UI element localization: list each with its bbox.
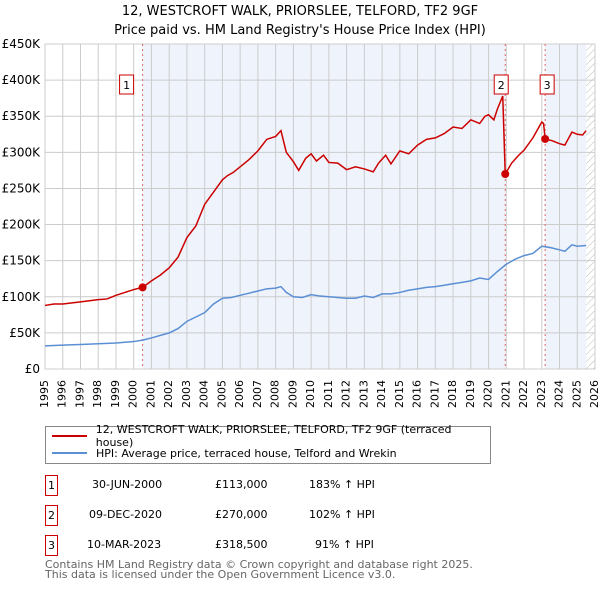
legend-item-hpi: HPI: Average price, terraced house, Telf… [52, 444, 397, 462]
x-tick-label: 1997 [73, 380, 86, 408]
marker-badge: 3 [45, 535, 58, 556]
x-tick-label: 2023 [535, 380, 548, 408]
x-tick-label: 1996 [56, 380, 69, 408]
legend-label: HPI: Average price, terraced house, Telf… [96, 446, 397, 460]
marker-label: 3 [544, 79, 551, 92]
transaction-row: 1 30-JUN-2000 £113,000 183% ↑ HPI [45, 475, 445, 497]
date: 30-JUN-2000 [92, 478, 163, 491]
marker-badge: 2 [45, 505, 58, 526]
y-tick-label: £400K [2, 73, 42, 87]
x-tick-label: 2012 [340, 380, 353, 408]
y-tick-label: £200K [2, 218, 42, 232]
marker-label-box [493, 74, 509, 95]
x-tick-label: 2002 [162, 380, 175, 408]
sale-point [541, 134, 550, 143]
series-line [44, 243, 587, 347]
x-tick-label: 2020 [482, 380, 495, 408]
y-tick-label: £450K [2, 37, 42, 51]
footer-line: This data is licensed under the Open Gov… [45, 568, 396, 581]
x-tick-label: 2001 [144, 380, 157, 408]
hpi-change: 102% ↑ HPI [309, 508, 375, 521]
title-line-2: Price paid vs. HM Land Registry's House … [114, 23, 486, 38]
x-tick-label: 2008 [269, 380, 282, 408]
x-tick-label: 2014 [375, 380, 388, 408]
y-tick-label: £0 [25, 362, 40, 376]
price-chart: 1995 1996 1997 1998 1999 2000 2001 2002 2003 2004… [2, 37, 600, 408]
x-tick-label: 2017 [428, 380, 441, 408]
x-tick-label: 2018 [446, 380, 459, 408]
date: 10-MAR-2023 [87, 538, 162, 551]
marker-label: 2 [498, 79, 505, 92]
legend-label: 12, WESTCROFT WALK, PRIORSLEE, TELFORD, … [95, 423, 452, 449]
price: £318,500 [215, 538, 268, 551]
footer: Contains HM Land Registry data © Crown c… [45, 558, 473, 581]
x-tick-label: 2010 [304, 380, 317, 408]
marker-badge: 1 [45, 475, 58, 496]
x-tick-label: 2025 [570, 380, 583, 408]
red-line-swatch [52, 435, 87, 437]
series-line [44, 95, 587, 307]
date: 09-DEC-2020 [89, 508, 163, 521]
x-tick-label: 2024 [553, 380, 566, 408]
plot-frame [44, 43, 596, 370]
x-tick-label: 2005 [215, 380, 228, 408]
x-tick-label: 2011 [322, 380, 335, 408]
marker-label-box [539, 74, 555, 95]
sale-point [501, 170, 510, 178]
x-tick-label: 1998 [91, 380, 104, 408]
marker-label-box [119, 74, 135, 95]
y-tick-label: £350K [2, 109, 42, 123]
x-tick-label: 2021 [499, 380, 512, 408]
price: £113,000 [215, 478, 268, 491]
sale-point [138, 283, 147, 292]
legend-item-property: 12, WESTCROFT WALK, PRIORSLEE, TELFORD, … [52, 423, 490, 449]
legend: 12, WESTCROFT WALK, PRIORSLEE, TELFORD, … [45, 423, 491, 464]
y-tick-label: £150K [2, 254, 42, 268]
price: £270,000 [215, 508, 268, 521]
forecast-hatch [586, 44, 595, 369]
y-tick-label: £100K [2, 290, 42, 304]
x-tick-label: 2000 [127, 380, 140, 408]
y-tick-label: £250K [2, 181, 42, 195]
x-tick-label: 1995 [38, 380, 51, 408]
x-tick-label: 2026 [588, 380, 600, 408]
y-tick-label: £300K [2, 145, 42, 159]
transaction-row: 2 09-DEC-2020 £270,000 102% ↑ HPI [45, 505, 445, 527]
x-tick-label: 2019 [464, 380, 477, 408]
x-tick-label: 2015 [393, 380, 406, 408]
x-tick-label: 2016 [411, 380, 424, 408]
x-tick-label: 2013 [357, 380, 370, 408]
x-tick-label: 2007 [251, 380, 264, 408]
hpi-change: 183% ↑ HPI [309, 478, 375, 491]
x-tick-label: 1999 [109, 380, 122, 408]
footer-line: Contains HM Land Registry data © Crown c… [45, 558, 473, 571]
x-tick-label: 2004 [198, 380, 211, 408]
x-tick-label: 2009 [286, 380, 299, 408]
transaction-row: 3 10-MAR-2023 £318,500 91% ↑ HPI [45, 535, 445, 557]
chart-title: 12, WESTCROFT WALK, PRIORSLEE, TELFORD, … [0, 2, 600, 40]
x-tick-label: 2003 [180, 380, 193, 408]
blue-line-swatch [52, 452, 87, 454]
x-tick-label: 2006 [233, 380, 246, 408]
hpi-change: 91% ↑ HPI [315, 538, 374, 551]
shaded-period [545, 44, 587, 369]
x-tick-label: 2022 [517, 380, 530, 408]
shaded-period [142, 44, 506, 369]
y-tick-label: £50K [9, 326, 41, 340]
title-line-1: 12, WESTCROFT WALK, PRIORSLEE, TELFORD, … [121, 4, 479, 19]
marker-label: 1 [123, 79, 130, 92]
